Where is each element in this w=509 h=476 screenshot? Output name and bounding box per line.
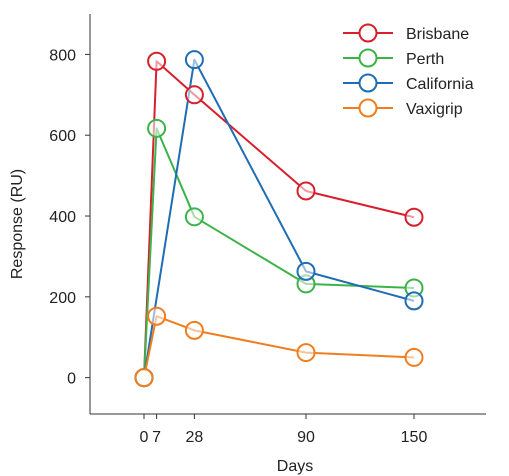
data-point-vaxigrip (134, 368, 154, 388)
legend: Brisbane Perth California Vaxigrip (343, 23, 474, 118)
x-tick-label: 0 (140, 429, 149, 446)
series-vaxigrip (143, 315, 415, 378)
y-ticks: 0 200 400 600 800 (49, 47, 90, 388)
markers-vaxigrip (134, 306, 424, 388)
x-tick-label: 7 (152, 429, 161, 446)
data-point-california (404, 291, 424, 311)
legend-marker (358, 23, 378, 43)
series-line-vaxigrip (143, 315, 415, 378)
x-tick-label: 90 (297, 429, 315, 446)
data-point-vaxigrip (147, 306, 167, 326)
series-line-california (143, 58, 415, 378)
data-point-vaxigrip (404, 347, 424, 367)
x-tick-label: 28 (186, 429, 204, 446)
legend-item-brisbane: Brisbane (343, 23, 469, 43)
data-point-perth (184, 207, 204, 227)
series-layer (134, 50, 424, 388)
data-point-brisbane (404, 207, 424, 227)
legend-label: California (406, 76, 474, 93)
x-ticks: 0 7 28 90 150 (140, 414, 428, 446)
data-point-california (184, 50, 204, 70)
legend-item-vaxigrip: Vaxigrip (343, 98, 463, 118)
y-tick-label: 600 (49, 128, 76, 145)
y-tick-label: 0 (67, 371, 76, 388)
x-tick-label: 150 (401, 429, 428, 446)
legend-label: Perth (406, 51, 444, 68)
data-point-brisbane (184, 85, 204, 105)
y-tick-label: 400 (49, 209, 76, 226)
legend-item-california: California (343, 73, 474, 93)
data-point-perth (147, 118, 167, 138)
y-tick-label: 200 (49, 290, 76, 307)
y-axis-label: Response (RU) (9, 169, 26, 279)
legend-label: Brisbane (406, 26, 469, 43)
series-line-perth (143, 127, 415, 378)
x-axis-label: Days (277, 458, 313, 475)
legend-marker (358, 48, 378, 68)
series-california (143, 58, 415, 378)
series-perth (143, 127, 415, 378)
data-point-vaxigrip (296, 343, 316, 363)
legend-marker (358, 73, 378, 93)
y-tick-label: 800 (49, 47, 76, 64)
data-point-california (296, 261, 316, 281)
legend-label: Vaxigrip (406, 101, 463, 118)
legend-marker (358, 98, 378, 118)
legend-item-perth: Perth (343, 48, 444, 68)
data-point-brisbane (147, 51, 167, 71)
data-point-vaxigrip (184, 320, 204, 340)
data-point-brisbane (296, 181, 316, 201)
